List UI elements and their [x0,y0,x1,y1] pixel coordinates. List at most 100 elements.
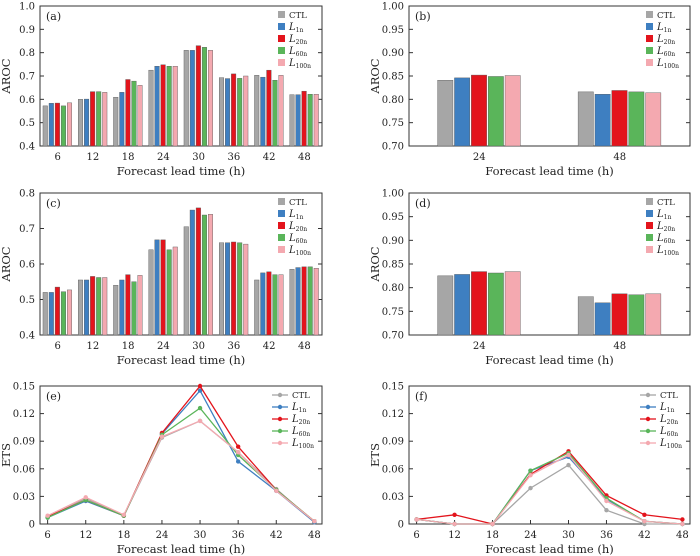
legend-label-main: L [288,209,296,220]
legend-label-subscript: 60n [664,51,676,58]
bar-L1n-24 [154,65,160,147]
bar-L20n-12 [90,276,96,336]
legend-label-main: L [291,426,299,437]
legend-label-CTL: CTL [657,198,675,208]
x-tick-label: 24 [157,341,170,352]
bar-L100n-18 [137,85,143,147]
x-tick-label: 36 [228,152,241,163]
bar-L100n-48 [313,93,319,147]
legend-swatch-L60n [278,234,285,241]
legend-swatch-CTL [646,11,653,18]
bar-CTL-48 [577,296,594,336]
bar-L60n-18 [131,281,137,336]
bar-L20n-30 [195,207,201,336]
x-tick-label: 48 [298,152,311,163]
bar-L60n-36 [237,242,243,336]
legend-label-main: CTL [289,198,307,208]
y-tick-label: 0.15 [382,382,404,393]
legend-marker-CTL [645,392,651,398]
bar-L1n-30 [189,50,195,147]
x-axis-label: Forecast lead time (h) [117,164,245,178]
panel-label: (c) [46,197,61,210]
point-CTL-36 [604,508,609,513]
y-tick-label: 0.95 [382,25,404,36]
panel-label: (e) [46,390,61,403]
panel-label: (a) [46,10,61,23]
bar-L60n-48 [628,294,645,336]
axes-frame [408,385,691,525]
x-tick-label: 12 [87,341,100,352]
bar-L100n-36 [243,243,249,336]
point-L60n-30 [197,405,203,411]
legend-label-main: CTL [657,198,675,208]
bar-L1n-6 [48,292,54,336]
legend-marker-L1n [645,404,651,410]
legend-swatch-L20n [278,222,285,229]
y-tick-label: 0.8 [19,48,35,59]
x-axis-label: Forecast lead time (h) [117,542,245,556]
legend-swatch-L20n [278,35,285,42]
bar-L20n-24 [160,239,166,336]
point-L100n-24 [159,434,165,439]
bar-L1n-18 [119,279,125,336]
legend-label-main: L [656,22,664,33]
point-L1n-36 [235,459,241,464]
point-CTL-30 [566,462,571,468]
legend-label-subscript: 100n [664,63,679,70]
legend-label-L60n: L60n [288,233,307,245]
bar-L60n-12 [96,91,102,147]
bar-L1n-48 [594,93,611,147]
x-tick-label: 12 [448,530,461,541]
bar-L100n-48 [645,92,662,147]
y-tick-label: 0.5 [19,295,35,306]
bar-L1n-12 [84,279,90,336]
panel-f: 0 0.03 0.06 0.09 0.12 0.15 6 12 18 24 30 36 42 48 Fore… [368,382,691,556]
y-tick-label: 0.4 [19,142,35,153]
bar-CTL-48 [289,94,295,147]
y-tick-label: 0 [398,520,404,531]
bar-CTL-30 [183,50,189,147]
bar-CTL-18 [113,285,119,336]
point-L100n-12 [452,521,457,527]
point-L20n-48 [680,517,685,522]
bar-CTL-36 [219,77,224,147]
point-L100n-18 [121,512,127,517]
x-tick-label: 48 [298,341,311,352]
legend-label-subscript: 20n [299,419,311,426]
legend-swatch-CTL [278,11,285,18]
bar-L100n-24 [504,75,521,147]
legend-label-subscript: 60n [664,238,676,245]
bar-CTL-36 [219,242,224,336]
legend-label-CTL: CTL [660,391,678,401]
x-tick-label: 36 [232,530,245,541]
x-tick-label: 24 [473,341,486,352]
axes-frame [39,385,323,525]
point-L100n-18 [490,521,495,527]
legend-label-main: CTL [292,391,310,401]
x-tick-label: 30 [192,341,205,352]
y-tick-label: 1.00 [382,2,404,13]
legend-label-L1n: L1n [659,402,674,414]
legend-label-L60n: L60n [291,426,310,438]
line-L1n [47,389,315,523]
x-tick-label: 42 [270,530,283,541]
bar-L60n-24 [487,272,504,336]
legend-marker-L20n [645,416,651,422]
x-tick-label: 24 [524,530,537,541]
panel-label: (f) [415,390,428,403]
bar-L1n-18 [119,92,125,147]
point-L20n-30 [197,383,203,389]
line-L100n [416,454,683,525]
legend-label-subscript: 1n [299,407,307,414]
legend-swatch-L100n [278,59,285,66]
point-CTL-24 [528,485,533,491]
legend-swatch-L100n [646,246,653,253]
legend-label-main: L [656,233,664,244]
legend-label-subscript: 100n [299,443,314,450]
legend-label-L100n: L100n [291,438,314,450]
bar-L1n-6 [48,103,54,147]
x-tick-label: 42 [638,530,651,541]
bar-L1n-24 [154,239,160,336]
legend-label-subscript: 20n [296,226,308,233]
